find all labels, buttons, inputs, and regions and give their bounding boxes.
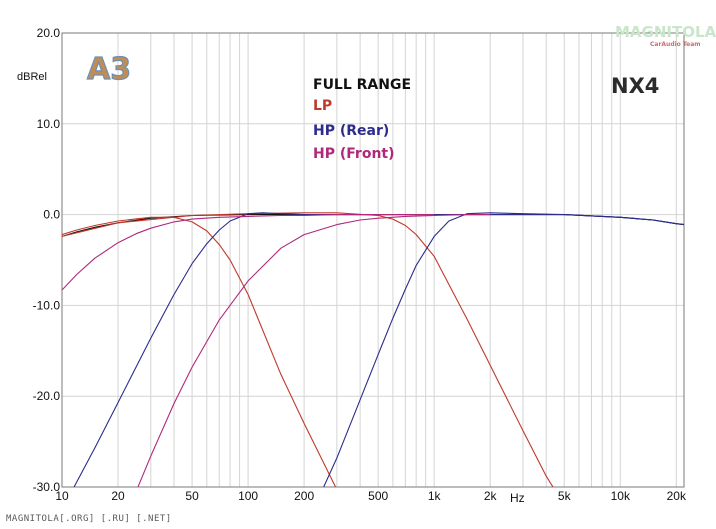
x-tick-label: 5k — [558, 489, 572, 503]
tick-labels: 10 20 50 100 200 500 1k 2k 5k 10k 20k 20.0 10.0 0.0 -1… — [33, 26, 687, 503]
legend-item-full-range: FULL RANGE — [313, 77, 411, 93]
x-tick-label: 1k — [428, 489, 442, 503]
footer-credits: MAGNITOLA[.ORG] [.RU] [.NET] — [6, 514, 172, 524]
legend: FULL RANGE LP HP (Rear) HP (Front) — [313, 77, 411, 162]
legend-item-hp-rear: HP (Rear) — [313, 123, 389, 139]
model-name: NX4 — [611, 74, 659, 98]
legend-item-hp-front: HP (Front) — [313, 146, 395, 162]
x-tick-label: 10k — [611, 489, 631, 503]
x-tick-label: 100 — [238, 489, 258, 503]
svg-text:CarAudio Team: CarAudio Team — [650, 41, 701, 48]
y-tick-label: 20.0 — [37, 26, 61, 40]
y-axis-label: dBRel — [17, 71, 47, 83]
x-tick-label: 50 — [185, 489, 199, 503]
x-tick-label: 10 — [55, 489, 69, 503]
series-layer — [62, 212, 684, 487]
x-tick-label: 20 — [111, 489, 125, 503]
series-line-hp-front — [62, 214, 435, 291]
y-tick-label: 0.0 — [43, 208, 60, 222]
y-tick-label: -20.0 — [33, 389, 61, 403]
series-line-lp — [62, 216, 337, 487]
legend-item-lp: LP — [313, 98, 332, 114]
y-tick-label: -10.0 — [33, 298, 61, 312]
plot-frame — [61, 32, 685, 488]
x-tick-label: 200 — [294, 489, 314, 503]
x-tick-label: 2k — [484, 489, 498, 503]
series-line-hp-rear — [323, 212, 684, 487]
x-tick-label: 500 — [368, 489, 388, 503]
badge-a3-logo: A3 — [87, 52, 131, 87]
y-tick-label: 10.0 — [37, 117, 61, 131]
x-tick-label: 20k — [667, 489, 687, 503]
series-line-hp-front — [137, 214, 491, 487]
series-line-full-range — [62, 214, 684, 237]
watermark-logo: MAGNITOLA CarAudio Team — [615, 23, 716, 48]
x-axis-label: Hz — [510, 491, 525, 505]
grid — [62, 33, 684, 487]
series-line-lp — [62, 212, 554, 487]
y-tick-label: -30.0 — [33, 480, 61, 494]
svg-text:MAGNITOLA: MAGNITOLA — [615, 23, 716, 41]
